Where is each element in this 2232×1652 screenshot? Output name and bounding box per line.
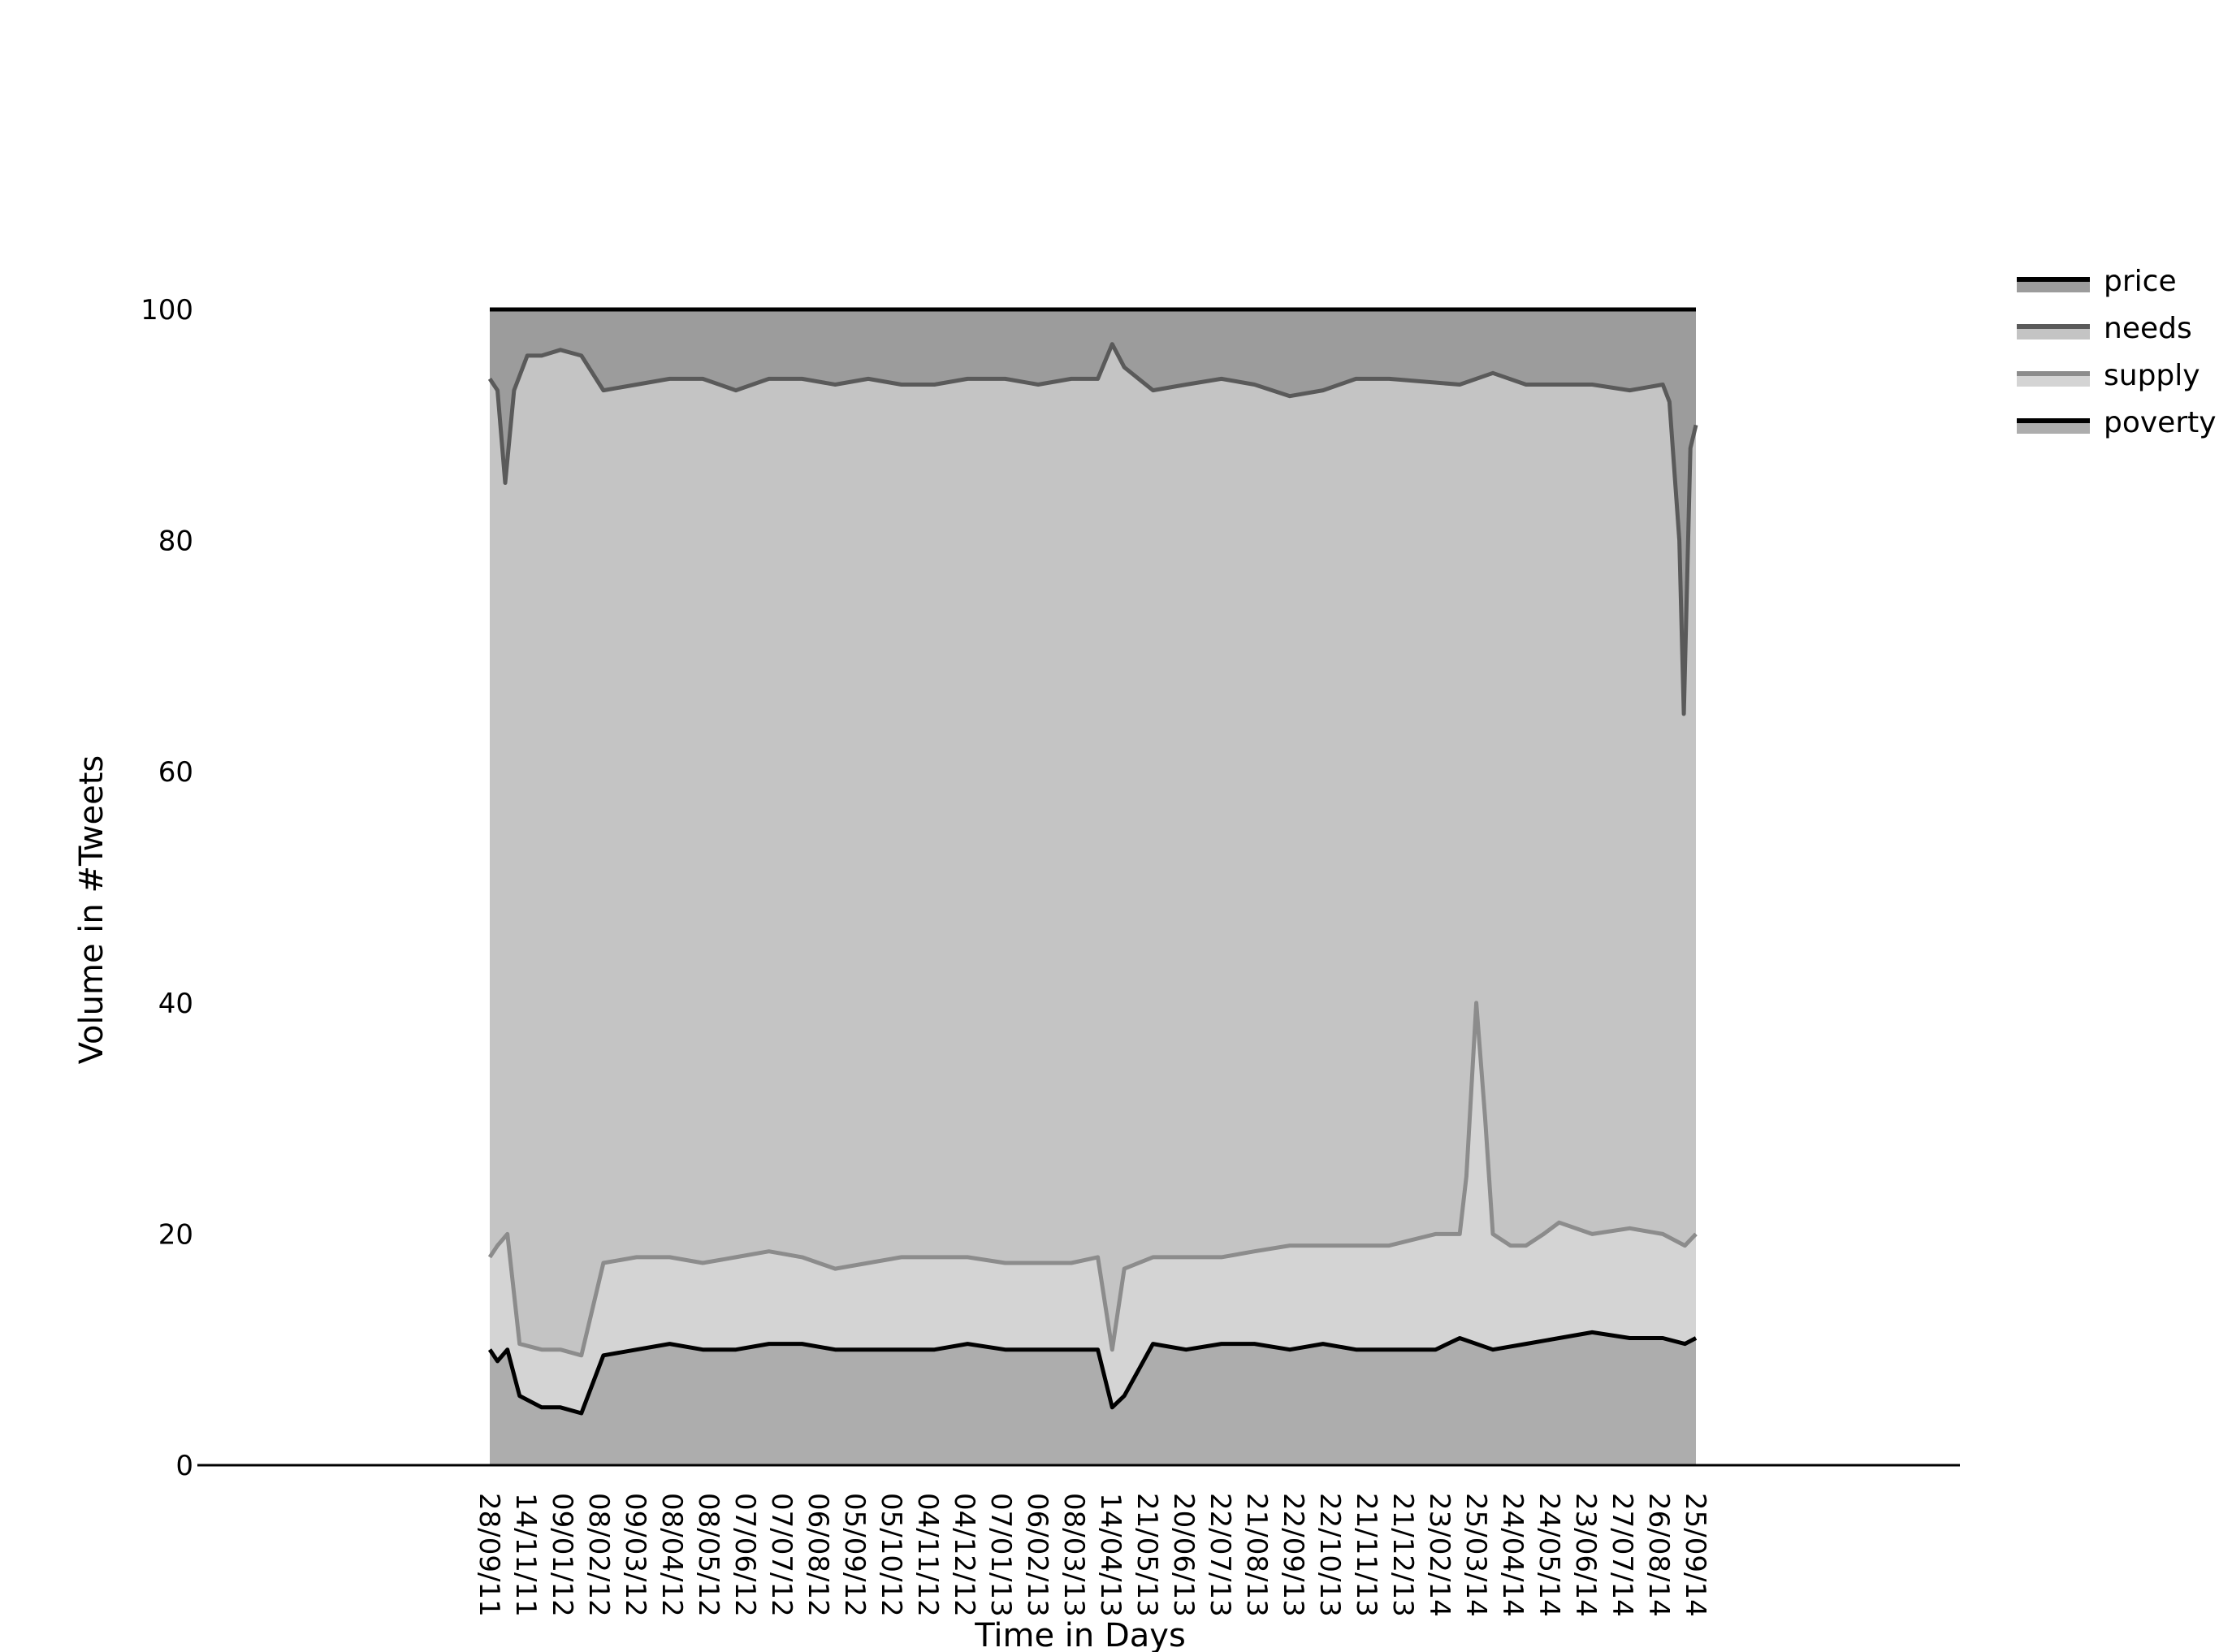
legend-item-poverty: poverty [2017,406,2217,439]
x-tick-label: 14/11/11 [509,1493,542,1617]
x-tick-label: 08/03/13 [1058,1493,1090,1617]
x-tick-label: 25/03/14 [1460,1493,1492,1617]
y-axis-ticks: 0 20 40 60 80 100 [141,294,193,1482]
y-tick-label: 60 [158,756,193,789]
x-tick-label: 28/09/11 [473,1493,505,1617]
line-needs [487,342,1698,716]
x-tick-label: 04/11/12 [911,1493,944,1617]
legend-item-needs: needs [2017,312,2192,345]
legend-swatch-fill [2017,421,2090,434]
legend-label: needs [2104,312,2192,345]
area-needs [490,344,1696,1466]
line-poverty [487,1330,1698,1416]
x-tick-label: 27/07/14 [1606,1493,1638,1617]
x-tick-label: 22/10/13 [1313,1493,1346,1617]
y-tick-label: 40 [158,988,193,1020]
x-tick-label: 14/04/13 [1094,1493,1127,1617]
x-tick-label: 04/12/12 [948,1493,980,1617]
x-tick-label: 25/09/14 [1679,1493,1711,1617]
x-tick-label: 09/01/12 [546,1493,578,1617]
x-tick-label: 06/08/12 [802,1493,834,1617]
x-tick-label: 23/06/14 [1569,1493,1602,1617]
line-supply [487,1001,1698,1358]
legend-swatch-fill [2017,327,2090,339]
x-tick-label: 09/03/12 [619,1493,651,1617]
legend-label: supply [2104,359,2200,392]
x-tick-label: 21/11/13 [1350,1493,1382,1617]
x-tick-label: 22/07/13 [1204,1493,1236,1617]
x-tick-label: 24/05/14 [1533,1493,1565,1617]
y-axis-title: Volume in #Tweets [73,755,110,1064]
y-tick-label: 100 [141,294,193,327]
area-poverty [490,1332,1696,1465]
legend: price needs supply poverty [2017,265,2217,439]
x-tick-label: 23/02/14 [1423,1493,1456,1617]
y-tick-label: 20 [158,1218,193,1251]
y-tick-label: 0 [175,1450,193,1482]
legend-label: price [2104,265,2177,298]
x-tick-label: 05/10/12 [875,1493,907,1617]
legend-item-price: price [2017,265,2177,298]
x-axis-ticks: 28/09/11 14/11/11 09/01/12 08/02/12 09/03/12… [473,1493,1711,1617]
legend-swatch-fill [2017,279,2090,292]
x-tick-label: 24/04/14 [1496,1493,1529,1617]
x-tick-label: 07/07/12 [765,1493,798,1617]
y-tick-label: 80 [158,525,193,558]
area-fills [490,309,1696,1466]
series-lines [487,307,1698,1416]
x-axis-title: Time in Days [974,1617,1186,1652]
legend-label: poverty [2104,406,2217,439]
x-tick-label: 20/06/13 [1167,1493,1200,1617]
x-tick-label: 06/02/13 [1021,1493,1053,1617]
x-tick-label: 07/06/12 [729,1493,761,1617]
x-tick-label: 21/08/13 [1240,1493,1273,1617]
x-tick-label: 07/01/13 [984,1493,1017,1617]
x-tick-label: 05/09/12 [838,1493,871,1617]
x-tick-label: 21/05/13 [1131,1493,1163,1617]
x-tick-label: 08/05/12 [692,1493,725,1617]
x-tick-label: 21/12/13 [1386,1493,1419,1617]
x-tick-label: 26/08/14 [1642,1493,1675,1617]
x-tick-label: 08/02/12 [582,1493,615,1617]
legend-swatch-fill [2017,374,2090,387]
x-tick-label: 08/04/12 [655,1493,688,1617]
legend-item-supply: supply [2017,359,2200,392]
x-tick-label: 22/09/13 [1277,1493,1309,1617]
